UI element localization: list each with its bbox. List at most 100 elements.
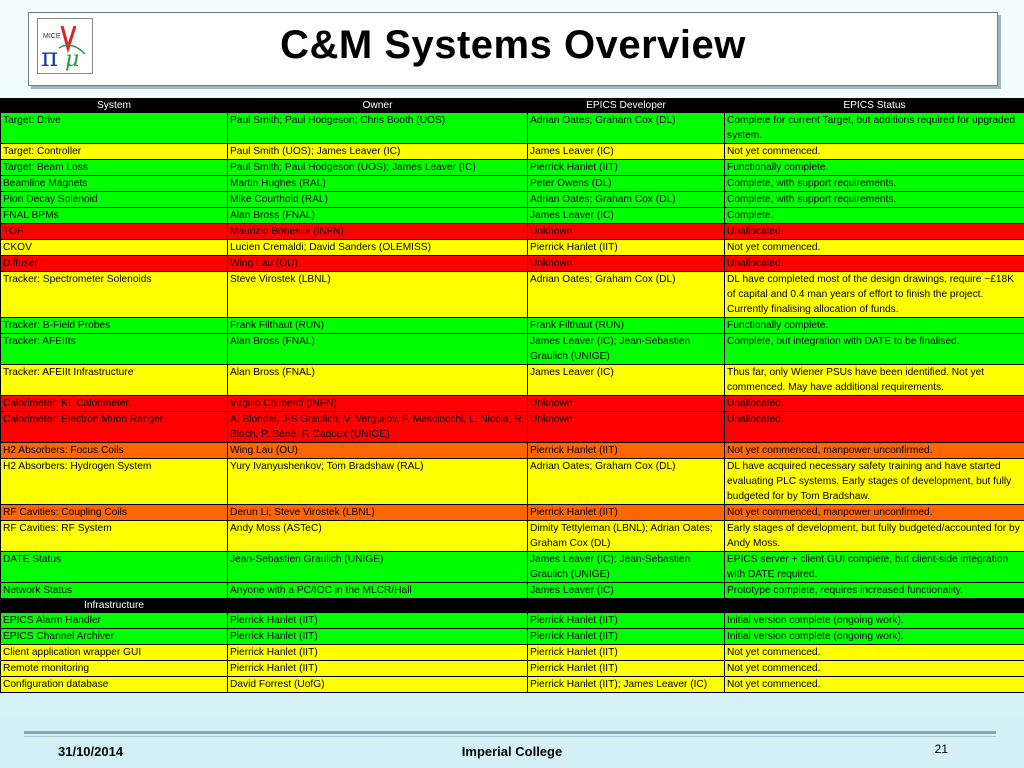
system-cell: Tracker: AFEIIts xyxy=(0,333,228,365)
system-cell: Beamline Magnets xyxy=(0,175,228,192)
infrastructure-body: EPICS Alarm Handler Pierrick Hanlet (IIT)… xyxy=(0,612,1024,693)
developer-cell: Adrian Oates; Graham Cox (DL) xyxy=(527,112,725,144)
status-cell: EPICS server + client GUI complete, but … xyxy=(724,551,1024,583)
table-row: EPICS Channel Archiver Pierrick Hanlet (I… xyxy=(0,628,1024,645)
status-cell: Initial version complete (ongoing work). xyxy=(724,628,1024,645)
owner-cell: Wing Lau (OU) xyxy=(227,255,528,272)
system-cell: TOF xyxy=(0,223,228,240)
table-row: H2 Absorbers: Hydrogen System Yury Ivanyu… xyxy=(0,458,1024,505)
system-cell: Network Status xyxy=(0,582,228,599)
system-cell: Calorimeter: Electron Muon Ranger xyxy=(0,411,228,443)
owner-cell: Martin Hughes (RAL) xyxy=(227,175,528,192)
owner-cell: Pierrick Hanlet (IIT) xyxy=(227,612,528,629)
developer-cell: Adrian Oates; Graham Cox (DL) xyxy=(527,271,725,318)
owner-cell: A. Blondel, J-S Graulich, V. Verguilov, … xyxy=(227,411,528,443)
owner-cell: Yury Ivanyushenkov; Tom Bradshaw (RAL) xyxy=(227,458,528,505)
developer-cell: James Leaver (IC) xyxy=(527,364,725,396)
status-cell: Not yet commenced. xyxy=(724,676,1024,693)
system-cell: Client application wrapper GUI xyxy=(0,644,228,661)
status-cell: Prototype complete, requires increased f… xyxy=(724,582,1024,599)
status-cell: Not yet commenced, manpower unconfirmed. xyxy=(724,442,1024,459)
developer-cell: Unknown xyxy=(527,395,725,412)
owner-cell: Alan Bross (FNAL) xyxy=(227,207,528,224)
owner-cell: Anyone with a PC/IOC in the MLCR/Hall xyxy=(227,582,528,599)
system-cell: EPICS Alarm Handler xyxy=(0,612,228,629)
system-cell: Diffuser xyxy=(0,255,228,272)
developer-cell: Pierrick Hanlet (IIT); James Leaver (IC) xyxy=(527,676,725,693)
system-cell: Tracker: AFEIIt Infrastructure xyxy=(0,364,228,396)
header-owner: Owner xyxy=(227,98,528,113)
table-row: TOF Maurizio Bonesini (INFN) Unknown Unallo… xyxy=(0,223,1024,240)
system-cell: H2 Absorbers: Focus Coils xyxy=(0,442,228,459)
status-cell: Unallocated. xyxy=(724,255,1024,272)
system-cell: Target: Beam Loss xyxy=(0,159,228,176)
status-cell: Complete, with support requirements. xyxy=(724,175,1024,192)
owner-cell: Jean-Sebastien Graulich (UNIGE) xyxy=(227,551,528,583)
header-system: System xyxy=(0,98,228,113)
developer-cell: Peter Owens (DL) xyxy=(527,175,725,192)
developer-cell: Unknown xyxy=(527,411,725,443)
table-row: RF Cavities: Coupling Coils Derun Li; Ste… xyxy=(0,504,1024,521)
owner-cell: Alan Bross (FNAL) xyxy=(227,364,528,396)
status-cell: Unallocated. xyxy=(724,411,1024,443)
developer-cell: James Leaver (IC) xyxy=(527,143,725,160)
status-cell: Not yet commenced. xyxy=(724,644,1024,661)
table-row: Configuration database David Forrest (Uof… xyxy=(0,676,1024,693)
header-epics-status: EPICS Status xyxy=(724,98,1024,113)
table-row: Diffuser Wing Lau (OU) Unknown Unallocated. xyxy=(0,255,1024,272)
developer-cell: Pierrick Hanlet (IIT) xyxy=(527,442,725,459)
owner-cell: Steve Virostek (LBNL) xyxy=(227,271,528,318)
status-cell: DL have completed most of the design dra… xyxy=(724,271,1024,318)
owner-cell: Paul Smith (UOS); James Leaver (IC) xyxy=(227,143,528,160)
systems-table: System Owner EPICS Developer EPICS Statu… xyxy=(0,98,1024,693)
status-cell: Not yet commenced. xyxy=(724,239,1024,256)
svg-text:MICE: MICE xyxy=(43,33,61,40)
owner-cell: Mike Courthold (RAL) xyxy=(227,191,528,208)
status-cell: Complete, with support requirements. xyxy=(724,191,1024,208)
status-cell: Early stages of development, but fully b… xyxy=(724,520,1024,552)
status-cell: Complete. xyxy=(724,207,1024,224)
owner-cell: Paul Smith; Paul Hodgeson (UOS); James L… xyxy=(227,159,528,176)
status-cell: Not yet commenced. xyxy=(724,143,1024,160)
footer-rule-thin xyxy=(24,736,996,737)
system-cell: FNAL BPMs xyxy=(0,207,228,224)
table-row: Target: Beam Loss Paul Smith; Paul Hodges… xyxy=(0,159,1024,176)
owner-cell: Alan Bross (FNAL) xyxy=(227,333,528,365)
developer-cell: James Leaver (IC); Jean-Sebastien Grauli… xyxy=(527,333,725,365)
system-cell: DATE Status xyxy=(0,551,228,583)
developer-cell: James Leaver (IC) xyxy=(527,207,725,224)
table-row: Calorimeter: KL Calorimeter Virgilio Chim… xyxy=(0,395,1024,412)
header-epics-developer: EPICS Developer xyxy=(527,98,725,113)
developer-cell: Adrian Oates; Graham Cox (DL) xyxy=(527,458,725,505)
owner-cell: Wing Lau (OU) xyxy=(227,442,528,459)
developer-cell: Pierrick Hanlet (IIT) xyxy=(527,628,725,645)
developer-cell: Pierrick Hanlet (IIT) xyxy=(527,504,725,521)
systems-body: Target: Drive Paul Smith; Paul Hodgeson; … xyxy=(0,112,1024,599)
system-cell: Calorimeter: KL Calorimeter xyxy=(0,395,228,412)
system-cell: Configuration database xyxy=(0,676,228,693)
status-cell: Not yet commenced, manpower unconfirmed. xyxy=(724,504,1024,521)
status-cell: Initial version complete (ongoing work). xyxy=(724,612,1024,629)
section-row: Infrastructure xyxy=(0,598,1024,613)
table-row: Calorimeter: Electron Muon Ranger A. Blon… xyxy=(0,411,1024,443)
owner-cell: Virgilio Chimenti (INFN) xyxy=(227,395,528,412)
table-row: Tracker: Spectrometer Solenoids Steve Vir… xyxy=(0,271,1024,318)
developer-cell: Dimity Tettyleman (LBNL); Adrian Oates; … xyxy=(527,520,725,552)
page-title: C&M Systems Overview xyxy=(280,23,746,67)
infrastructure-section: Infrastructure xyxy=(0,598,1024,613)
developer-cell: Pierrick Hanlet (IIT) xyxy=(527,239,725,256)
status-cell: Functionally complete. xyxy=(724,159,1024,176)
owner-cell: Paul Smith; Paul Hodgeson; Chris Booth (… xyxy=(227,112,528,144)
svg-text:π: π xyxy=(41,43,58,73)
system-cell: RF Cavities: Coupling Coils xyxy=(0,504,228,521)
owner-cell: Pierrick Hanlet (IIT) xyxy=(227,628,528,645)
table-row: Network Status Anyone with a PC/IOC in th… xyxy=(0,582,1024,599)
owner-cell: Frank Filthaut (RUN) xyxy=(227,317,528,334)
status-cell: Unallocated. xyxy=(724,223,1024,240)
system-cell: Target: Controller xyxy=(0,143,228,160)
developer-cell: Unknown xyxy=(527,255,725,272)
developer-cell: Pierrick Hanlet (IIT) xyxy=(527,660,725,677)
developer-cell: Unknown xyxy=(527,223,725,240)
table-row: Target: Drive Paul Smith; Paul Hodgeson; … xyxy=(0,112,1024,144)
status-cell: Not yet commenced. xyxy=(724,660,1024,677)
